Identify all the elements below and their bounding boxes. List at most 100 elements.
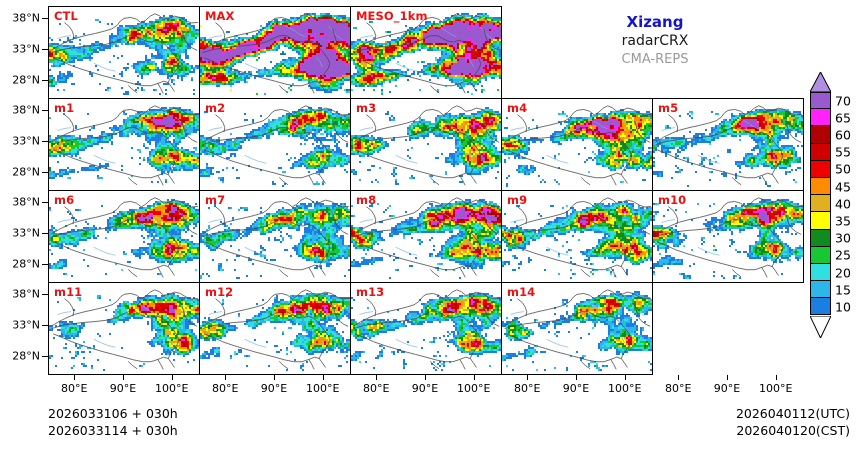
ytick-label: 33°N (12, 134, 40, 148)
valid-time-utc: 2026040112(UTC) (735, 406, 850, 421)
map-panel-m10[interactable]: m10 (652, 190, 804, 283)
radar-field-canvas (200, 7, 350, 98)
xtick-mark (323, 375, 324, 380)
ytick-label: 33°N (12, 226, 40, 240)
panel-label: MESO_1km (356, 9, 428, 23)
radar-field-canvas (502, 191, 652, 282)
radar-field-canvas (653, 99, 803, 190)
xtick-label: 90°E (562, 382, 590, 395)
xtick-label: 80°E (514, 382, 541, 395)
variable-label: radarCRX (621, 33, 689, 50)
colorbar-tick-label: 50 (835, 161, 851, 177)
colorbar-band (810, 92, 831, 110)
panel-label: m3 (356, 101, 377, 115)
radar-field-canvas (502, 283, 652, 374)
panel-label: m1 (54, 101, 75, 115)
panel-label: m6 (54, 193, 75, 207)
panel-label: m5 (658, 101, 679, 115)
ytick-mark (42, 18, 48, 19)
radar-field-canvas (653, 191, 803, 282)
radar-field-canvas (200, 283, 350, 374)
ytick-label: 38°N (12, 195, 40, 209)
radar-field-canvas (351, 191, 501, 282)
xtick-mark (74, 375, 75, 380)
xtick-label: 100°E (759, 382, 793, 395)
colorbar-band (810, 298, 831, 316)
ytick-mark (42, 110, 48, 111)
map-panel-m6[interactable]: m6 (48, 190, 200, 283)
xtick-label: 80°E (363, 382, 390, 395)
colorbar-tick-label: 25 (835, 247, 851, 263)
ytick-mark (42, 202, 48, 203)
map-panel-m8[interactable]: m8 (350, 190, 502, 283)
ytick-mark (42, 80, 48, 81)
map-panel-m3[interactable]: m3 (350, 98, 502, 191)
map-panel-ctl[interactable]: CTL (48, 6, 200, 99)
init-time-2: 2026033114 + 030h (48, 422, 178, 438)
radar-field-canvas (49, 191, 199, 282)
ytick-label: 28°N (12, 73, 40, 87)
xtick-label: 90°E (411, 382, 439, 395)
panel-label: m8 (356, 193, 377, 207)
colorbar-band (810, 126, 831, 144)
radar-field-canvas (351, 283, 501, 374)
xtick-mark (425, 375, 426, 380)
panel-label: m7 (205, 193, 226, 207)
page-title: Xizang (626, 13, 684, 31)
map-panel-m7[interactable]: m7 (199, 190, 351, 283)
colorbar-bottom-arrow (809, 315, 832, 339)
xtick-label: 100°E (306, 382, 340, 395)
radar-field-canvas (200, 191, 350, 282)
ytick-mark (42, 356, 48, 357)
colorbar-tick-label: 10 (835, 299, 851, 315)
panel-label: m9 (507, 193, 528, 207)
map-panel-m11[interactable]: m11 (48, 282, 200, 375)
panel-row: m6 m7 m8 m9 m10 (48, 190, 804, 283)
colorbar-tick-label: 55 (835, 144, 851, 160)
colorbar-tick-label: 20 (835, 265, 851, 281)
map-panel-m12[interactable]: m12 (199, 282, 351, 375)
radar-field-canvas (200, 99, 350, 190)
radar-field-canvas (351, 99, 501, 190)
ytick-label: 38°N (12, 11, 40, 25)
panel-row: m11 m12 m13 m14 (48, 282, 804, 375)
map-panel-m1[interactable]: m1 (48, 98, 200, 191)
map-panel-m4[interactable]: m4 (501, 98, 653, 191)
xtick-mark (376, 375, 377, 380)
panel-label: m2 (205, 101, 226, 115)
ytick-mark (42, 49, 48, 50)
ytick-label: 28°N (12, 165, 40, 179)
xtick-mark (527, 375, 528, 380)
colorbar-band (810, 229, 831, 247)
map-panel-m5[interactable]: m5 (652, 98, 804, 191)
colorbar-band (810, 177, 831, 196)
panel-grid: CTL MAX MESO_1km m1 m2 m3 m4 m5 m6 m7 m8 m9 m10 m11 m1… (48, 6, 804, 375)
ytick-label: 33°N (12, 318, 40, 332)
colorbar-band (810, 109, 831, 127)
colorbar-tick-label: 35 (835, 213, 851, 229)
map-panel-m2[interactable]: m2 (199, 98, 351, 191)
colorbar-tick-label: 65 (835, 110, 851, 126)
xtick-label: 90°E (109, 382, 137, 395)
radar-field-canvas (49, 283, 199, 374)
colorbar-tick-label: 40 (835, 196, 851, 212)
panel-row: CTL MAX MESO_1km (48, 6, 804, 99)
colorbar-band (810, 143, 831, 161)
xtick-mark (776, 375, 777, 380)
ytick-mark (42, 141, 48, 142)
radar-field-canvas (49, 99, 199, 190)
map-panel-m9[interactable]: m9 (501, 190, 653, 283)
ytick-mark (42, 233, 48, 234)
model-source: CMA-REPS (621, 52, 689, 68)
ytick-label: 33°N (12, 42, 40, 56)
ytick-label: 38°N (12, 103, 40, 117)
valid-time-cst: 2026040120(CST) (736, 422, 850, 438)
xtick-mark (576, 375, 577, 380)
colorbar: 70 65 60 55 50 45 40 35 30 25 20 15 10 (809, 70, 856, 340)
ytick-label: 28°N (12, 257, 40, 271)
colorbar-band (810, 160, 831, 178)
colorbar-band (810, 281, 831, 299)
map-panel-m14[interactable]: m14 (501, 282, 653, 375)
ytick-label: 38°N (12, 287, 40, 301)
footer-init-times: 2026033106 + 030h 2026033114 + 030h (48, 406, 178, 440)
